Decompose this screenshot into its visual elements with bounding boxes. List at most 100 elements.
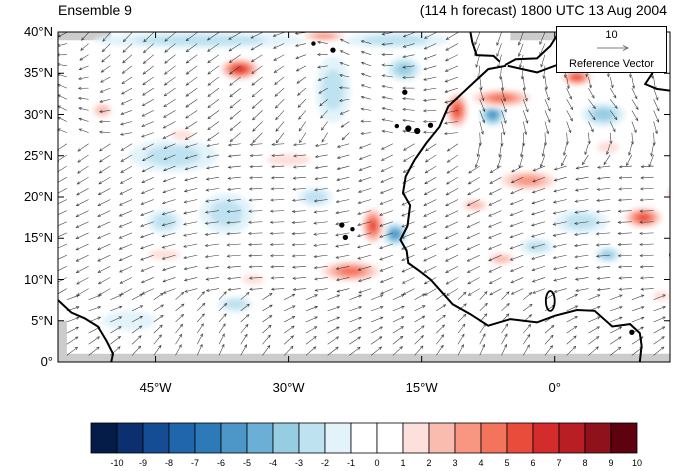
wind-vector: [436, 334, 444, 345]
wind-vector: [207, 65, 220, 75]
wind-vector-head: [117, 346, 121, 350]
wind-vector-head: [596, 288, 601, 292]
wind-vector-head: [575, 288, 579, 292]
wind-vector-head: [183, 267, 188, 271]
wind-vector-head: [466, 236, 471, 239]
wind-vector: [97, 210, 111, 217]
wind-vector: [185, 110, 198, 119]
wind-vector: [553, 210, 567, 214]
wind-vector: [121, 98, 133, 105]
wind-vector-head: [619, 294, 623, 298]
wind-vector: [98, 277, 111, 285]
colorbar-label: -1: [346, 458, 356, 468]
wind-vector: [141, 188, 154, 194]
wind-vector-head: [402, 169, 407, 173]
wind-vector: [228, 165, 241, 168]
wind-vector: [574, 210, 589, 213]
wind-vectors: [58, 32, 667, 356]
wind-vector: [79, 128, 89, 133]
wind-vector: [597, 176, 611, 179]
wind-vector: [58, 254, 67, 260]
wind-vector-head: [618, 287, 623, 291]
colorbar-label: -9: [138, 458, 148, 468]
wind-vector: [206, 165, 220, 169]
colorbar-label: 3: [452, 458, 458, 468]
wind-vector: [402, 98, 415, 100]
wind-vector: [522, 88, 528, 102]
wind-vector-head: [335, 244, 339, 248]
wind-vector-head: [357, 336, 361, 340]
wind-vector: [522, 344, 530, 356]
wind-vector: [653, 306, 666, 312]
wind-vector: [184, 277, 198, 281]
wind-vector: [510, 199, 524, 205]
wind-vector-head: [595, 346, 599, 350]
wind-vector: [520, 143, 524, 157]
wind-vector-head: [164, 38, 168, 42]
wind-vector: [566, 305, 578, 312]
wind-vector: [382, 96, 393, 100]
wind-vector: [305, 346, 317, 356]
wind-vector: [97, 243, 111, 250]
wind-vector-head: [319, 103, 323, 107]
wind-vector-head: [227, 187, 231, 191]
wind-vector-head: [185, 115, 189, 119]
wind-vector: [445, 221, 459, 228]
wind-vector: [336, 277, 350, 281]
wind-vector: [531, 243, 546, 249]
wind-vector-head: [531, 245, 535, 249]
wind-vector-head: [442, 304, 447, 308]
wind-vector-head: [466, 269, 471, 273]
wind-vector-head: [314, 277, 318, 281]
wind-vector-head: [292, 165, 297, 169]
wind-vector: [249, 266, 263, 268]
wind-vector: [296, 76, 307, 84]
wind-vector: [392, 316, 405, 323]
wind-vector-head: [339, 111, 344, 115]
wind-vector-head: [445, 58, 449, 62]
wind-vector: [339, 62, 350, 67]
wind-vector-head: [661, 336, 665, 340]
wind-vector-head: [292, 265, 296, 269]
lat-label: 20°N: [23, 189, 53, 204]
wind-vector: [218, 333, 225, 345]
wind-vector-head: [360, 40, 365, 44]
wind-vector: [98, 288, 111, 296]
wind-vector-head: [273, 57, 277, 61]
wind-vector: [102, 32, 111, 42]
wind-vector: [588, 121, 594, 132]
island: [342, 234, 349, 241]
wind-vector: [131, 293, 143, 300]
wind-vector-head: [422, 109, 427, 113]
wind-vector: [321, 132, 328, 143]
wind-vector-head: [379, 190, 384, 194]
wind-vector-head: [120, 101, 125, 105]
colorbar-label: 1: [400, 458, 406, 468]
wind-vector-head: [207, 71, 211, 75]
wind-vector: [58, 266, 67, 272]
wind-vector-head: [272, 45, 277, 49]
wind-vector-head: [270, 198, 274, 202]
wind-vector-head: [461, 333, 465, 338]
wind-vector-head: [207, 126, 211, 131]
wind-vector-head: [296, 80, 300, 84]
wind-vector-head: [626, 162, 630, 167]
wind-vector: [566, 325, 577, 334]
wind-vector-head: [500, 143, 504, 147]
wind-vector-head: [118, 224, 123, 228]
wind-vector: [186, 65, 198, 75]
wind-vector: [207, 32, 220, 41]
wind-vector: [336, 176, 350, 181]
wind-vector-head: [183, 222, 187, 226]
wind-vector: [197, 303, 206, 312]
lon-label: 45°W: [139, 380, 172, 395]
wind-vector: [640, 277, 654, 279]
wind-vector: [337, 154, 350, 159]
wind-vector: [305, 294, 318, 300]
wind-vector-head: [76, 192, 80, 196]
wind-vector: [640, 176, 654, 179]
wind-vector: [423, 110, 437, 112]
colorbar-box: [558, 422, 586, 454]
wind-vector-head: [522, 87, 526, 91]
wind-vector: [531, 232, 546, 237]
